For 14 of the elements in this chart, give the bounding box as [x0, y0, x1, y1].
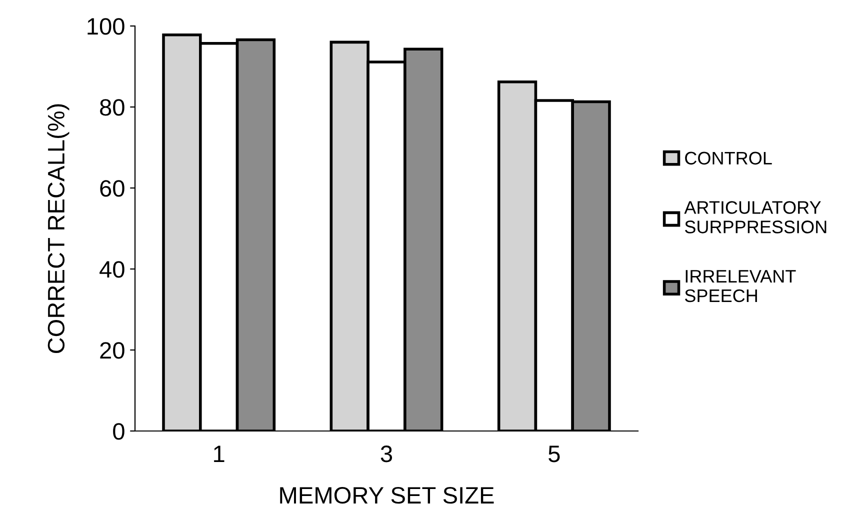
- legend-label: IRRELEVANT SPEECH: [684, 270, 796, 302]
- y-tick-label: 0: [113, 423, 124, 440]
- x-tick-label: 5: [548, 446, 560, 462]
- y-tick-label: 40: [100, 261, 124, 278]
- x-tick-label: 3: [380, 446, 392, 462]
- y-tick-label: 60: [100, 180, 124, 197]
- x-tick-label: 1: [214, 446, 224, 462]
- y-tick-label: 80: [100, 99, 124, 116]
- y-axis-title: CORRECT RECALL(%): [47, 104, 70, 354]
- y-tick-label: 20: [100, 342, 124, 359]
- x-axis-title: MEMORY SET SIZE: [280, 486, 494, 504]
- legend-label: CONTROL: [685, 152, 772, 165]
- y-tick-label: 100: [88, 18, 124, 35]
- legend-label: ARTICULATORY SURPPRESSION: [684, 201, 826, 234]
